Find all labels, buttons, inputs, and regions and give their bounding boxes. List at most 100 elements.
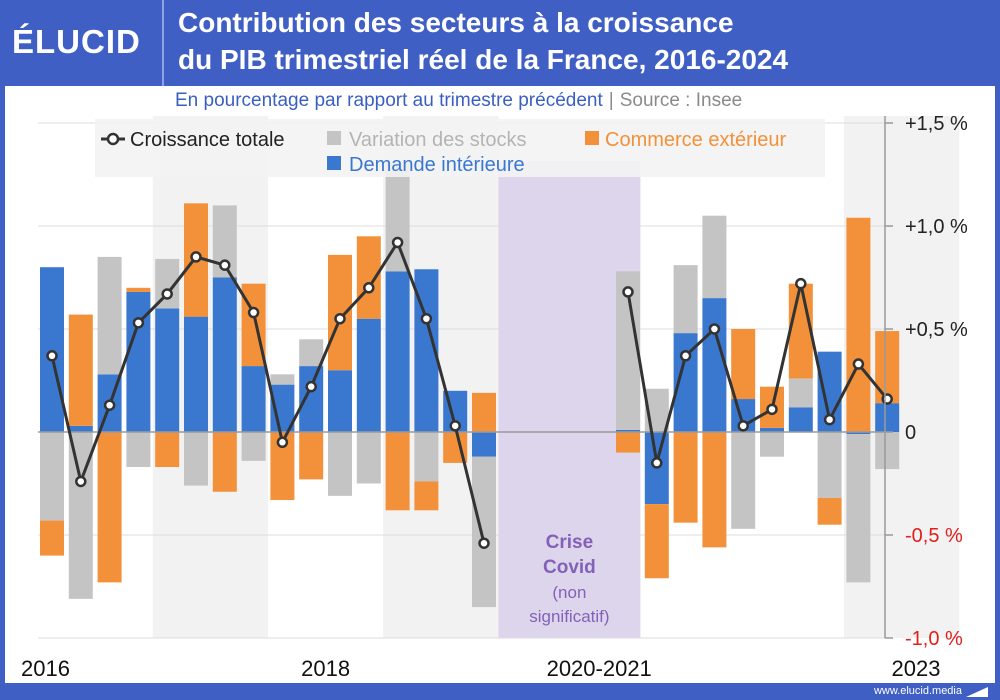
- bar-trade: [616, 432, 640, 453]
- bar-stocks: [702, 215, 727, 299]
- bar-domestic: [68, 425, 93, 432]
- bar-domestic: [241, 366, 266, 432]
- total-growth-point: [247, 306, 260, 319]
- bar-stocks: [875, 432, 900, 470]
- bar-trade: [788, 283, 813, 379]
- bar-domestic: [155, 308, 180, 432]
- bar-domestic: [299, 366, 324, 432]
- bar-domestic: [328, 370, 352, 432]
- total-growth-point: [651, 457, 663, 469]
- bar-trade: [299, 432, 324, 480]
- legend-domestic-swatch: [327, 156, 341, 170]
- total-growth-point: [103, 399, 116, 411]
- total-growth-point: [852, 358, 865, 370]
- total-growth-point: [334, 312, 346, 325]
- legend-trade-swatch: [585, 131, 599, 145]
- bar-trade: [414, 481, 439, 511]
- bar-domestic: [356, 318, 381, 432]
- footer-url: www.elucid.media: [873, 685, 962, 697]
- title-line-1: Contribution des secteurs à la croissanc…: [178, 7, 734, 38]
- covid-label-crise: Crise: [546, 532, 594, 553]
- chart-panel: -1,0 % -0,5 % 0 +0,5 % +1,0 % +1,5 % 2016 2018 2…: [5, 86, 995, 683]
- total-growth-point: [132, 317, 145, 329]
- x-year-label: 2016: [21, 656, 70, 681]
- y-tick-label: -1,0 %: [905, 628, 963, 650]
- total-growth-point: [190, 251, 202, 263]
- bar-trade: [817, 497, 842, 525]
- bar-domestic: [616, 429, 640, 432]
- bar-trade: [212, 432, 237, 492]
- header-divider: [162, 0, 164, 86]
- legend-stocks-label: Variation des stocks: [349, 129, 527, 151]
- x-year-label: 2018: [301, 656, 350, 681]
- y-tick-label: +1,0 %: [905, 216, 968, 238]
- bar-trade: [731, 329, 756, 400]
- covid-label-significatif: significatif): [529, 607, 609, 626]
- total-growth-line: [626, 283, 889, 464]
- bar-trade: [385, 432, 410, 511]
- bar-trade: [644, 504, 669, 579]
- bar-stocks: [760, 432, 784, 457]
- bar-stocks: [788, 378, 813, 408]
- bar-domestic: [846, 432, 871, 435]
- total-growth-point: [766, 403, 778, 416]
- total-growth-point: [449, 420, 461, 432]
- bar-domestic: [385, 271, 410, 432]
- total-growth-point: [679, 350, 692, 362]
- total-growth-point: [795, 277, 807, 290]
- bar-stocks: [126, 432, 151, 468]
- legend-total-label: Croissance totale: [130, 129, 285, 151]
- subtitle-source: Source : Insee: [619, 90, 743, 111]
- bar-trade: [97, 432, 122, 583]
- bar-trade: [673, 432, 698, 523]
- total-growth-point: [219, 259, 231, 271]
- total-growth-point: [305, 380, 317, 393]
- x-year-label: 2020-2021: [547, 656, 652, 681]
- bar-stocks: [356, 432, 381, 484]
- covid-label-covid: Covid: [543, 557, 596, 578]
- bar-domestic: [472, 432, 496, 457]
- total-growth-point: [622, 286, 634, 298]
- bar-domestic: [702, 298, 727, 432]
- bar-stocks: [328, 432, 352, 496]
- total-growth-point: [881, 393, 893, 405]
- y-tick-label: +0,5 %: [905, 319, 968, 341]
- total-growth-point: [363, 282, 375, 294]
- legend-domestic-label: Demande intérieure: [349, 154, 525, 176]
- bar-stocks: [40, 432, 64, 521]
- legend-total-marker: [106, 132, 120, 146]
- bar-stocks: [472, 456, 496, 608]
- total-growth-point: [276, 436, 289, 449]
- elucid-logo: ÉLUCID: [12, 23, 141, 60]
- bar-trade: [68, 314, 93, 426]
- total-growth-point: [161, 288, 173, 300]
- bar-domestic: [875, 403, 900, 432]
- bar-trade: [702, 432, 727, 548]
- bar-domestic: [788, 407, 813, 432]
- bar-trade: [40, 520, 64, 556]
- bar-stocks: [817, 432, 842, 498]
- total-growth-point: [75, 475, 87, 488]
- bar-trade: [155, 432, 180, 468]
- total-growth-point: [478, 537, 490, 549]
- bar-domestic: [760, 427, 784, 432]
- legend-box: [95, 119, 825, 177]
- bar-trade: [126, 287, 151, 292]
- covid-label-non: (non: [552, 583, 586, 602]
- bar-trade: [472, 392, 496, 432]
- chart-title: Contribution des secteurs à la croissanc…: [178, 4, 988, 78]
- total-growth-line: [50, 239, 486, 544]
- subtitle-unit: En pourcentage par rapport au trimestre …: [175, 90, 603, 111]
- header: ÉLUCID Contribution des secteurs à la cr…: [0, 0, 1000, 86]
- bar-stocks: [97, 256, 122, 375]
- bar-domestic: [212, 277, 237, 432]
- bar-stocks: [270, 374, 295, 385]
- legend-trade-label: Commerce extérieur: [605, 129, 787, 151]
- chart-svg: -1,0 % -0,5 % 0 +0,5 % +1,0 % +1,5 % 2016 2018 2…: [21, 113, 968, 681]
- footer-logo-mark: [966, 687, 988, 697]
- bar-domestic: [40, 267, 64, 432]
- x-year-label: 2023: [892, 656, 941, 681]
- y-tick-label: -0,5 %: [905, 525, 963, 547]
- bar-stocks: [731, 432, 756, 529]
